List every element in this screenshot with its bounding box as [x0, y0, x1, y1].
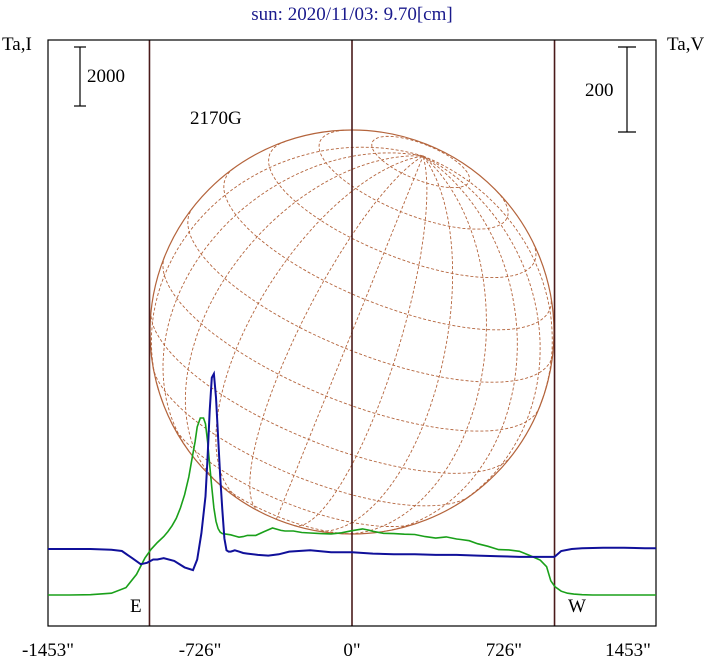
- x-tick-labels: -1453" -726" 0" 726" 1453": [22, 640, 651, 661]
- parallel-line: [268, 140, 537, 279]
- solar-disk-grid: [150, 129, 554, 535]
- peak-annotation: 2170G: [190, 108, 242, 129]
- parallel-line: [152, 367, 471, 507]
- chart-title: sun: 2020/11/03: 9.70[cm]: [251, 4, 452, 25]
- east-limb-label: E: [130, 596, 142, 617]
- meridian-line: [382, 155, 518, 533]
- scale-bar-right: [618, 46, 636, 133]
- parallel-line: [209, 474, 356, 535]
- vertical-grid: [148, 40, 556, 626]
- x-tick-label-2: 0": [343, 640, 360, 661]
- scale-bar-left-label: 2000: [87, 66, 125, 87]
- scale-bar-left: [74, 46, 86, 107]
- parallel-line: [371, 135, 471, 189]
- parallel-line: [162, 256, 540, 432]
- series-intensity-line: [48, 417, 656, 596]
- x-tick-label-4: 1453": [605, 640, 651, 661]
- right-axis-label: Ta,V: [667, 34, 704, 55]
- meridian-line: [184, 155, 424, 486]
- meridian-line: [315, 155, 454, 532]
- parallel-line: [187, 207, 554, 383]
- x-tick-label-0: -1453": [22, 640, 74, 661]
- series-polarization-line: [48, 370, 656, 572]
- meridian-line: [215, 155, 424, 501]
- meridian-line: [340, 155, 487, 535]
- parallel-line: [223, 168, 552, 331]
- scale-bar-right-label: 200: [585, 80, 614, 101]
- plot-frame: [47, 39, 657, 627]
- parallel-line: [150, 311, 512, 474]
- west-limb-label: W: [568, 596, 586, 617]
- meridian-line: [249, 155, 424, 512]
- x-tick-label-3: 726": [486, 640, 522, 661]
- x-tick-label-1: -726": [179, 640, 222, 661]
- meridian-line: [293, 155, 428, 527]
- meridian-line: [162, 152, 424, 455]
- parallel-line: [318, 129, 509, 230]
- meridian-line: [422, 155, 553, 408]
- solar-disk: [149, 129, 555, 535]
- left-axis-label: Ta,I: [2, 34, 32, 55]
- meridian-line: [422, 155, 541, 509]
- meridian-line: [275, 155, 424, 520]
